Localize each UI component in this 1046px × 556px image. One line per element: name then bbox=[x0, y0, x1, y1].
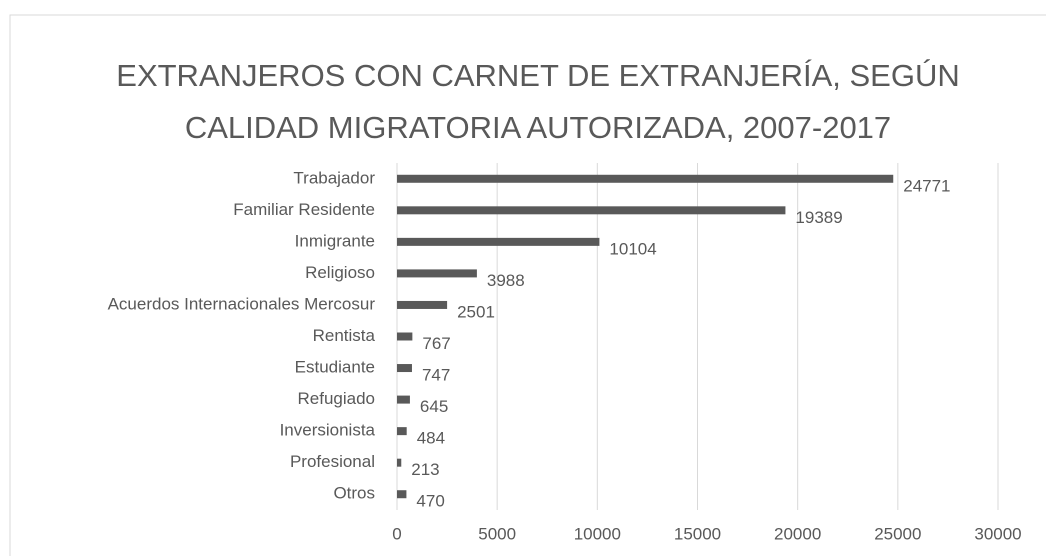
y-tick-label: Familiar Residente bbox=[233, 200, 375, 219]
x-tick-label: 30000 bbox=[974, 524, 1021, 543]
bar bbox=[397, 490, 407, 499]
data-label: 645 bbox=[420, 397, 448, 416]
y-tick-label: Acuerdos Internacionales Mercosur bbox=[108, 294, 376, 313]
data-label: 10104 bbox=[609, 239, 656, 258]
bar bbox=[397, 300, 448, 309]
data-label: 767 bbox=[422, 334, 450, 353]
x-tick-label: 15000 bbox=[674, 524, 721, 543]
y-tick-label: Profesional bbox=[290, 452, 375, 471]
y-tick-label: Religioso bbox=[305, 263, 375, 282]
y-tick-label: Trabajador bbox=[293, 168, 375, 187]
bar bbox=[397, 332, 413, 341]
bar bbox=[397, 427, 407, 436]
x-tick-label: 5000 bbox=[478, 524, 516, 543]
x-tick-label: 25000 bbox=[874, 524, 921, 543]
bar bbox=[397, 395, 410, 404]
data-label: 2501 bbox=[457, 302, 495, 321]
y-tick-label: Inversionista bbox=[280, 421, 376, 440]
bar bbox=[397, 269, 477, 278]
data-label: 24771 bbox=[903, 176, 950, 195]
data-label: 213 bbox=[411, 460, 439, 479]
chart-title: EXTRANJEROS CON CARNET DE EXTRANJERÍA, S… bbox=[116, 58, 959, 93]
y-tick-label: Rentista bbox=[313, 326, 376, 345]
data-label: 470 bbox=[416, 492, 444, 511]
chart-title: CALIDAD MIGRATORIA AUTORIZADA, 2007-2017 bbox=[185, 110, 891, 145]
data-label: 19389 bbox=[795, 208, 842, 227]
y-tick-label: Inmigrante bbox=[295, 231, 375, 250]
data-label: 747 bbox=[422, 366, 450, 385]
bar bbox=[397, 237, 600, 246]
bar bbox=[397, 458, 402, 467]
x-tick-label: 0 bbox=[392, 524, 401, 543]
bar bbox=[397, 364, 412, 373]
y-tick-label: Estudiante bbox=[295, 358, 375, 377]
bar bbox=[397, 206, 786, 215]
chart-border bbox=[9, 14, 1046, 556]
x-tick-label: 20000 bbox=[774, 524, 821, 543]
data-label: 484 bbox=[417, 429, 445, 448]
x-tick-label: 10000 bbox=[574, 524, 621, 543]
bar bbox=[397, 174, 894, 183]
y-tick-label: Otros bbox=[333, 484, 375, 503]
y-tick-label: Refugiado bbox=[297, 389, 375, 408]
data-label: 3988 bbox=[487, 271, 525, 290]
